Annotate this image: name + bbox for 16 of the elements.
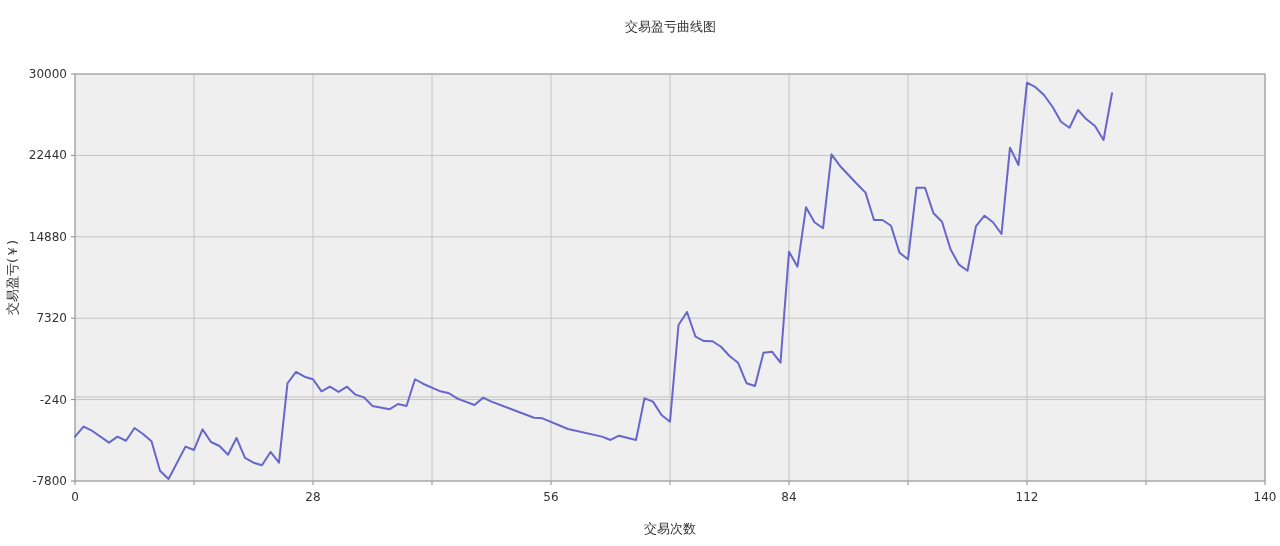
chart-title: 交易盈亏曲线图 <box>624 19 716 34</box>
y-tick-label: 7320 <box>36 311 67 326</box>
x-tick-label: 140 <box>1253 490 1277 504</box>
y-tick-label: 22440 <box>28 148 67 163</box>
line-series <box>74 81 1113 480</box>
y-tick-label: 14880 <box>28 229 67 244</box>
x-tick-label: 112 <box>1015 490 1039 504</box>
y-tick-label: -240 <box>39 392 67 407</box>
x-tick-label: 56 <box>543 490 559 504</box>
x-axis-title: 交易次数 <box>644 521 696 536</box>
x-tick-label: 84 <box>781 490 797 504</box>
y-tick-label: -7800 <box>32 474 67 488</box>
y-tick-label: 30000 <box>28 67 67 81</box>
x-tick-label: 28 <box>305 490 321 504</box>
x-tick-label: 0 <box>71 490 79 504</box>
y-axis-title: 交易盈亏(￥) <box>5 239 20 316</box>
